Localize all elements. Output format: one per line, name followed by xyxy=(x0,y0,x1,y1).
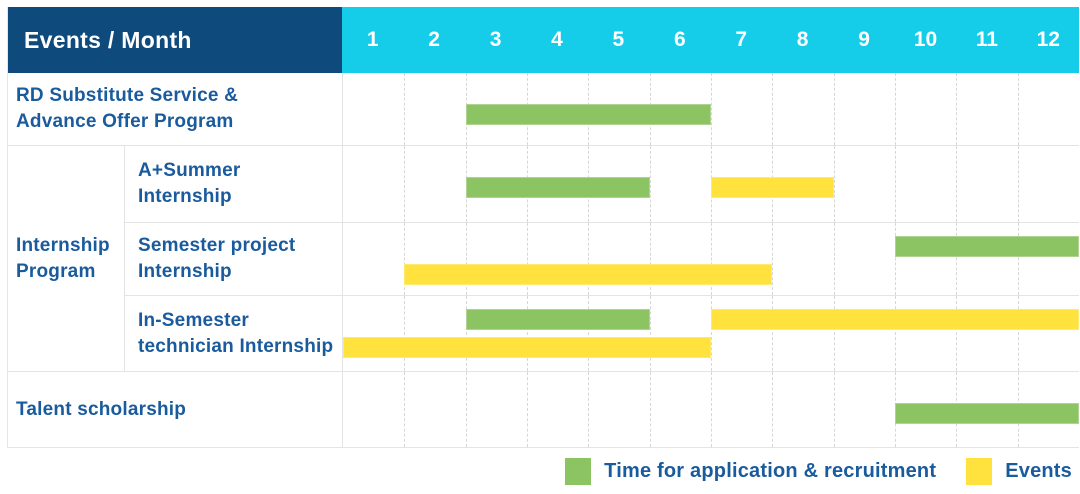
row-a-plus-summer: A+Summer Internship xyxy=(125,146,1079,223)
legend: Time for application & recruitment Event… xyxy=(565,458,1072,485)
month-label: 1 xyxy=(366,28,379,51)
month-gridline xyxy=(1017,73,1019,145)
month-gridline xyxy=(895,296,896,371)
month-gridline xyxy=(404,296,406,371)
month-gridline xyxy=(649,223,651,295)
events-bar xyxy=(343,337,711,358)
month-gridline xyxy=(588,372,590,447)
row-semester-project: Semester project Internship xyxy=(125,223,1079,296)
month-gridline xyxy=(588,296,590,371)
month-gridline xyxy=(772,372,774,447)
month-gridline xyxy=(956,73,958,145)
application-recruitment-bar xyxy=(465,104,711,125)
legend-item-events: Events xyxy=(966,458,1072,485)
month-label: 4 xyxy=(551,28,563,51)
header-row: Events / Month 1 2 3 4 5 6 7 8 9 10 11 12 xyxy=(8,7,1079,73)
row-label-semester-project: Semester project Internship xyxy=(138,235,296,282)
application-recruitment-bar xyxy=(895,403,1079,424)
month-gridline xyxy=(956,223,958,295)
month-gridline xyxy=(649,296,651,371)
month-label: 5 xyxy=(612,28,625,51)
events-bar xyxy=(711,309,1079,330)
row-chart-in-semester-technician xyxy=(342,296,1079,371)
row-label-talent-scholarship: Talent scholarship xyxy=(16,398,187,420)
month-gridline xyxy=(711,73,712,145)
row-chart-rd-substitute xyxy=(342,73,1079,145)
events-bar xyxy=(404,264,773,285)
month-gridline xyxy=(711,372,712,447)
row-talent-scholarship: Talent scholarship xyxy=(8,372,1079,448)
month-label: 6 xyxy=(673,28,686,51)
group-label-internship-program: Internship Program xyxy=(8,146,125,371)
month-gridline xyxy=(711,296,712,371)
row-chart-talent-scholarship xyxy=(342,372,1079,447)
row-label-in-semester-technician: In-Semester technician Internship xyxy=(138,309,334,357)
month-gridline xyxy=(772,296,774,371)
month-gridline xyxy=(772,223,774,295)
month-gridline xyxy=(588,223,590,295)
month-gridline xyxy=(711,223,712,295)
month-gridline xyxy=(404,372,406,447)
month-label: 8 xyxy=(796,28,809,51)
month-gridline xyxy=(527,372,528,447)
application-recruitment-bar xyxy=(465,309,650,330)
month-gridline xyxy=(465,296,467,371)
schedule-table: Events / Month 1 2 3 4 5 6 7 8 9 10 11 12 RD Substi… xyxy=(7,7,1079,448)
month-gridline xyxy=(833,73,835,145)
events-bar xyxy=(711,177,834,198)
month-gridline xyxy=(833,372,835,447)
internship-program-group: Internship Program A+Summer Internship S… xyxy=(8,146,1079,372)
month-gridline xyxy=(465,223,467,295)
application-recruitment-bar xyxy=(895,236,1079,257)
month-gridline xyxy=(833,296,835,371)
month-gridline xyxy=(895,73,896,145)
header-events-month-label: Events / Month xyxy=(8,7,342,73)
row-label-a-plus-summer: A+Summer Internship xyxy=(138,160,241,207)
month-gridline xyxy=(527,296,528,371)
month-gridline xyxy=(404,73,406,145)
row-chart-a-plus-summer xyxy=(342,146,1079,222)
month-gridline xyxy=(895,146,896,222)
row-in-semester-technician: In-Semester technician Internship xyxy=(125,296,1079,371)
month-gridline xyxy=(833,146,835,222)
month-gridline xyxy=(404,223,406,295)
month-gridline xyxy=(956,146,958,222)
month-label: 2 xyxy=(428,28,440,51)
row-label-rd-substitute: RD Substitute Service & Advance Offer Pr… xyxy=(16,85,239,132)
month-gridline xyxy=(649,146,651,222)
month-label: 9 xyxy=(858,28,870,51)
application-recruitment-bar xyxy=(465,177,650,198)
month-gridline xyxy=(895,223,896,295)
internship-program-subrows: A+Summer Internship Semester project Int… xyxy=(125,146,1079,371)
month-label: 11 xyxy=(975,28,998,51)
legend-item-application-recruitment: Time for application & recruitment xyxy=(565,458,936,485)
row-rd-substitute: RD Substitute Service & Advance Offer Pr… xyxy=(8,73,1079,146)
month-gridline xyxy=(956,296,958,371)
month-gridline xyxy=(772,73,774,145)
month-gridline xyxy=(1017,146,1019,222)
month-gridline xyxy=(1017,296,1019,371)
month-header: 1 2 3 4 5 6 7 8 9 10 11 12 xyxy=(342,7,1079,73)
month-label: 12 xyxy=(1036,28,1060,51)
month-gridline xyxy=(404,146,406,222)
legend-label-events: Events xyxy=(1005,460,1072,482)
month-gridline xyxy=(527,223,528,295)
month-label: 10 xyxy=(913,28,938,51)
yellow-swatch-icon xyxy=(966,458,993,485)
month-gridline xyxy=(833,223,835,295)
month-gridline xyxy=(465,372,467,447)
legend-label-application-recruitment: Time for application & recruitment xyxy=(604,460,937,482)
month-gridline xyxy=(649,372,651,447)
green-swatch-icon xyxy=(565,458,592,485)
row-chart-semester-project xyxy=(342,223,1079,295)
month-gridline xyxy=(1017,223,1019,295)
month-label: 3 xyxy=(489,28,502,51)
month-label: 7 xyxy=(735,28,748,51)
